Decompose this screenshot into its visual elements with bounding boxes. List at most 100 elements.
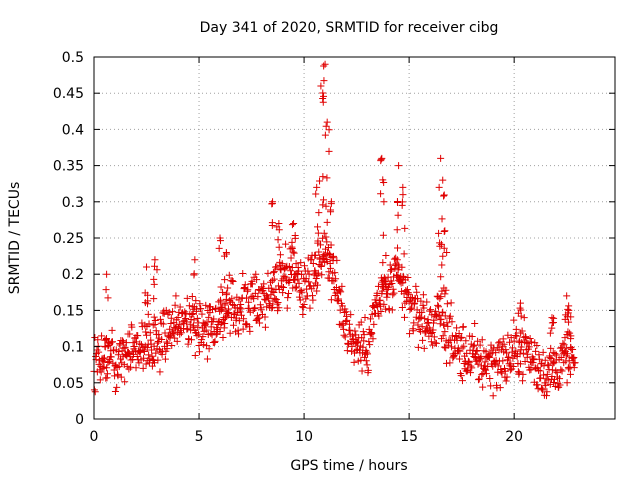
data-point	[280, 272, 288, 280]
data-point	[388, 280, 396, 288]
data-point	[553, 351, 561, 359]
data-point	[327, 264, 335, 272]
data-point	[269, 269, 277, 277]
data-point	[269, 303, 277, 311]
data-point	[107, 353, 115, 361]
data-point	[307, 256, 315, 264]
data-point	[295, 267, 303, 275]
data-points	[90, 60, 579, 400]
data-point	[465, 358, 473, 366]
data-point	[512, 347, 520, 355]
data-point	[496, 384, 504, 392]
data-point	[142, 360, 150, 368]
data-point	[333, 296, 341, 304]
data-point	[288, 244, 296, 252]
data-point	[105, 339, 113, 347]
data-point	[276, 251, 284, 259]
data-point	[153, 339, 161, 347]
data-point	[370, 320, 378, 328]
data-point	[436, 294, 444, 302]
data-point	[395, 162, 403, 170]
data-point	[496, 338, 504, 346]
data-point	[474, 337, 482, 345]
data-point	[418, 323, 426, 331]
data-point	[327, 241, 335, 249]
data-point	[420, 304, 428, 312]
data-point	[321, 60, 329, 68]
data-point	[502, 377, 510, 385]
data-point	[478, 371, 486, 379]
data-point	[499, 357, 507, 365]
data-point	[290, 220, 298, 228]
data-point	[130, 343, 138, 351]
data-point	[481, 358, 489, 366]
data-point	[333, 256, 341, 264]
data-point	[205, 313, 213, 321]
data-point	[300, 301, 308, 309]
data-point	[515, 338, 523, 346]
data-point	[168, 342, 176, 350]
data-point	[406, 330, 414, 338]
data-point	[563, 379, 571, 387]
data-point	[139, 364, 147, 372]
data-point	[101, 354, 109, 362]
data-point	[527, 366, 535, 374]
data-point	[457, 334, 465, 342]
data-point	[499, 335, 507, 343]
data-point	[322, 122, 330, 130]
data-point	[216, 327, 224, 335]
data-point	[437, 293, 445, 301]
data-point	[277, 266, 285, 274]
data-point	[171, 301, 179, 309]
data-point	[154, 356, 162, 364]
data-point	[291, 276, 299, 284]
data-point	[323, 218, 331, 226]
data-point	[287, 254, 295, 262]
data-point	[243, 294, 251, 302]
data-point	[193, 332, 201, 340]
data-point	[398, 263, 406, 271]
data-point	[296, 296, 304, 304]
data-point	[336, 306, 344, 314]
data-point	[378, 280, 386, 288]
x-tick-label: 0	[90, 429, 99, 445]
data-point	[164, 339, 172, 347]
data-point	[360, 337, 368, 345]
data-point	[478, 336, 486, 344]
data-point	[279, 283, 287, 291]
data-point	[363, 348, 371, 356]
data-point	[360, 331, 368, 339]
data-point	[284, 294, 292, 302]
data-point	[182, 318, 190, 326]
x-tick-label: 5	[195, 429, 204, 445]
data-point	[248, 280, 256, 288]
data-point	[291, 234, 299, 242]
data-point	[151, 262, 159, 270]
data-point	[343, 347, 351, 355]
data-point	[427, 338, 435, 346]
x-tick-label: 20	[505, 429, 523, 445]
data-point	[316, 177, 324, 185]
data-point	[190, 316, 198, 324]
data-point	[548, 366, 556, 374]
y-tick-label: 0.05	[53, 376, 84, 392]
data-point	[227, 314, 235, 322]
data-point	[252, 270, 260, 278]
data-point	[193, 315, 201, 323]
data-point	[315, 209, 323, 217]
data-point	[463, 349, 471, 357]
data-point	[288, 221, 296, 229]
data-point	[203, 318, 211, 326]
data-point	[148, 352, 156, 360]
data-point	[113, 383, 121, 391]
data-point	[235, 330, 243, 338]
data-point	[427, 330, 435, 338]
data-point	[468, 364, 476, 372]
y-tick-label: 0.25	[53, 231, 84, 247]
data-point	[150, 313, 158, 321]
data-point	[223, 289, 231, 297]
data-point	[229, 278, 237, 286]
data-point	[438, 261, 446, 269]
data-point	[183, 294, 191, 302]
data-point	[379, 259, 387, 267]
